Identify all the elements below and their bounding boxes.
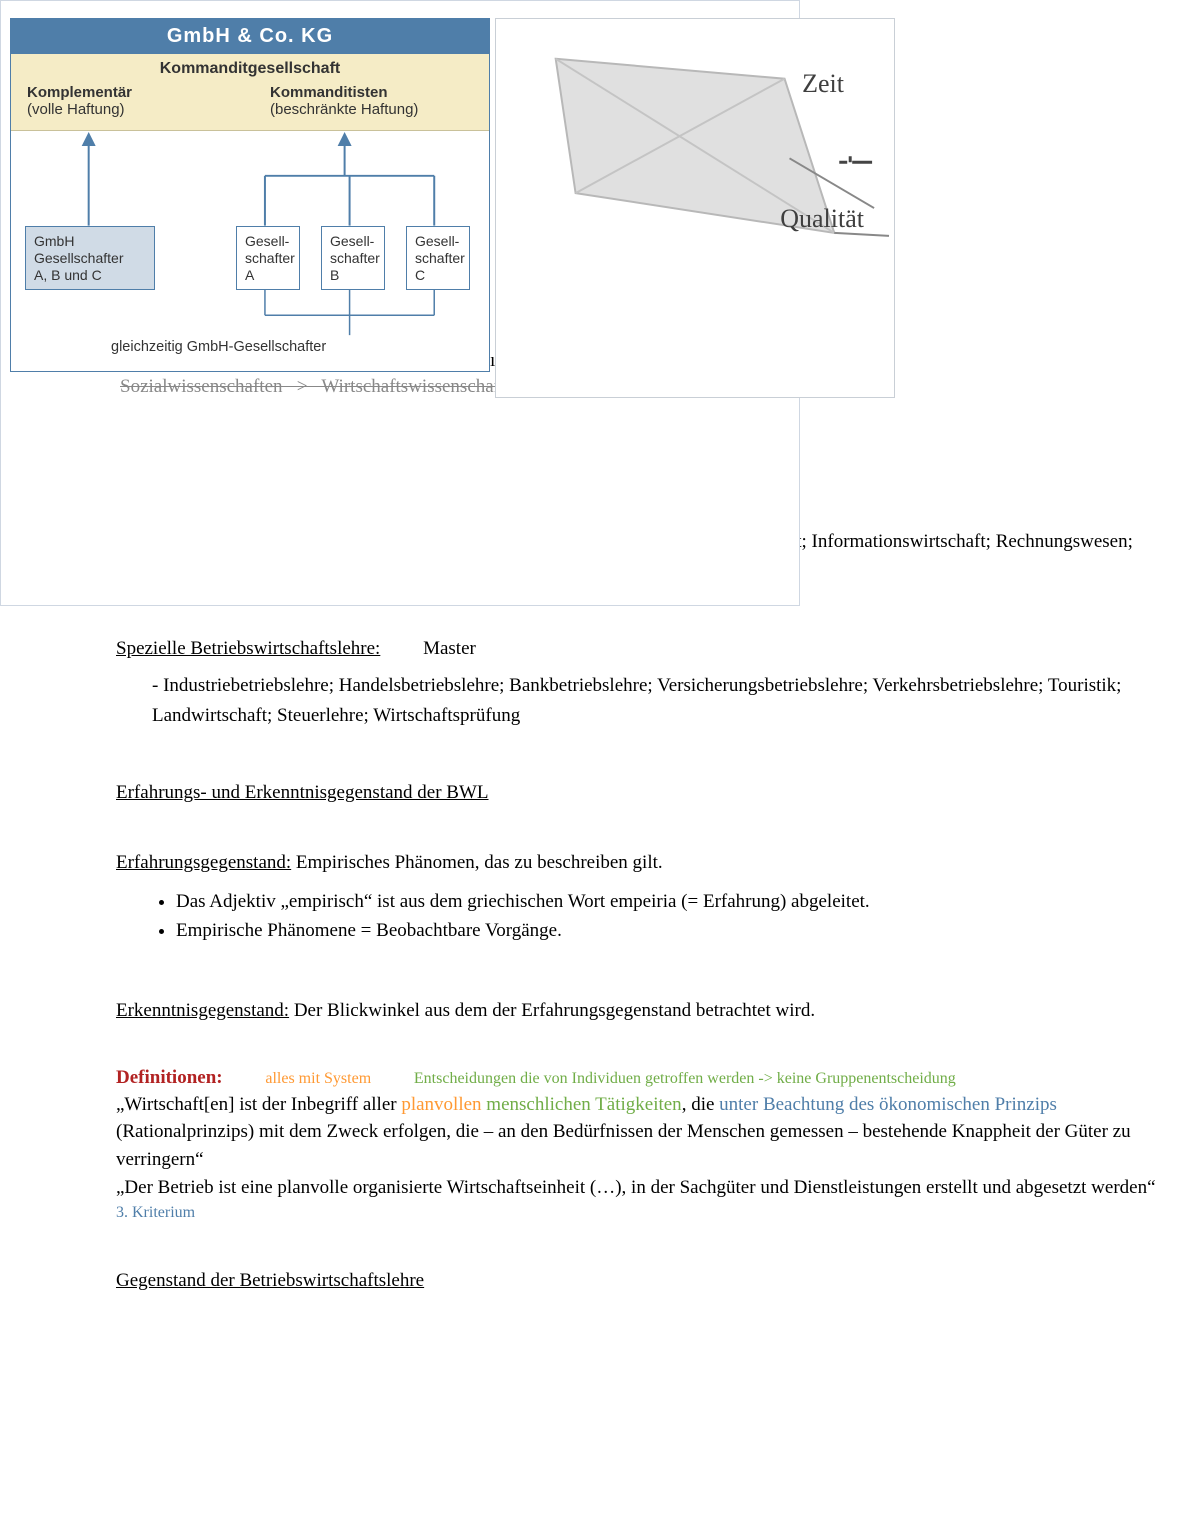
sketch-label-qualitaet: Qualität <box>780 204 864 234</box>
node-a: Gesell- schafter A <box>236 226 300 290</box>
kriterium-3: 3. Kriterium <box>116 1201 1160 1226</box>
node-b: Gesell- schafter B <box>321 226 385 290</box>
diagram-title: GmbH & Co. KG <box>11 19 489 54</box>
heading-erf-erk: Erfahrungs- und Erkenntnisgegenstand der… <box>116 782 489 803</box>
degree-master: Master <box>423 638 476 659</box>
annot-green: Entscheidungen die von Individuen getrof… <box>414 1070 956 1087</box>
quote-1: „Wirtschaft[en] ist der Inbegriff aller … <box>116 1091 1160 1174</box>
col-left-head: Komplementär <box>27 84 230 101</box>
definitions-label: Definitionen: <box>116 1067 223 1088</box>
erf-head: Erfahrungsgegenstand: <box>116 852 291 873</box>
erf-bullet-2: Empirische Phänomene = Beobachtbare Vorg… <box>176 916 1160 945</box>
node-gmbh: GmbH Gesellschafter A, B und C <box>25 226 155 290</box>
gmbh-diagram: GmbH & Co. KG Kommanditgesellschaft Komp… <box>10 18 490 372</box>
heading-gegenstand: Gegenstand der Betriebswirtschaftslehre <box>116 1270 424 1291</box>
sketch-panel: Zeit Qualität <box>495 18 895 398</box>
diagram-footnote: gleichzeitig GmbH-Gesellschafter <box>111 339 326 355</box>
annot-orange: alles mit System <box>265 1070 371 1087</box>
erf-bullet-1: Das Adjektiv „empirisch“ ist aus dem gri… <box>176 887 1160 916</box>
diagram-subtitle: Kommanditgesellschaft <box>21 60 479 78</box>
erf-text: Empirisches Phänomen, das zu beschreiben… <box>291 852 662 873</box>
col-right-head: Kommanditisten <box>270 84 473 101</box>
sbwl-items: Industriebetriebslehre; Handelsbetriebsl… <box>152 671 1160 730</box>
erk-head: Erkenntnisgegenstand: <box>116 1000 289 1021</box>
col-left-sub: (volle Haftung) <box>27 101 125 118</box>
erk-text: Der Blickwinkel aus dem der Erfahrungsge… <box>289 1000 815 1021</box>
quote-2: „Der Betrieb ist eine planvolle organisi… <box>116 1174 1160 1202</box>
heading-sbwl: Spezielle Betriebswirtschaftslehre: <box>116 638 380 659</box>
col-right-sub: (beschränkte Haftung) <box>270 101 418 118</box>
sketch-label-zeit: Zeit <box>802 69 844 99</box>
node-c: Gesell- schafter C <box>406 226 470 290</box>
